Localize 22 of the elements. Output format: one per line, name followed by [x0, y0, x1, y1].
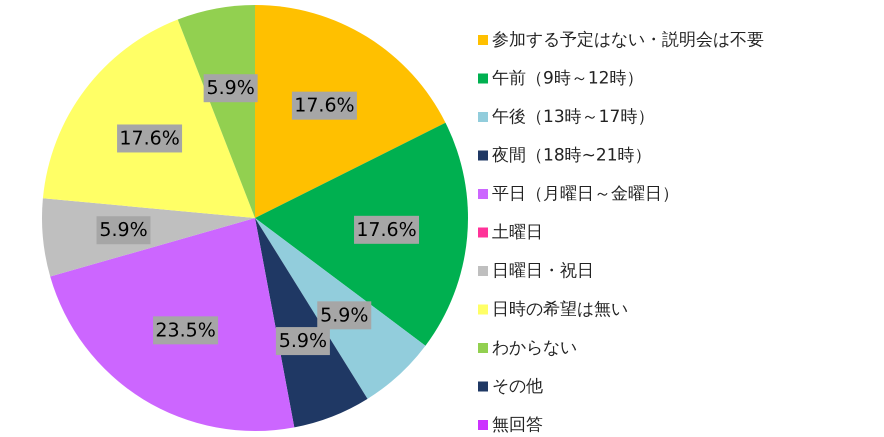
data-label: 5.9%	[278, 330, 328, 352]
data-label: 5.9%	[206, 77, 255, 100]
legend-label: わからない	[492, 338, 577, 358]
legend-label: 午後（13時～17時）	[492, 107, 654, 127]
legend-label: 日時の希望は無い	[492, 300, 628, 320]
legend-label: 無回答	[492, 415, 543, 435]
pie-slice	[255, 122, 468, 346]
data-label: 5.9%	[320, 304, 368, 326]
legend-label: 夜間（18時~21時）	[492, 146, 652, 166]
pie-slice	[42, 20, 255, 218]
data-label: 17.6%	[294, 94, 355, 117]
legend-label: 午前（9時～12時）	[492, 68, 644, 88]
data-label: 17.6%	[356, 218, 417, 241]
data-label: 5.9%	[99, 219, 148, 242]
data-label: 23.5%	[155, 319, 216, 342]
legend-label: 平日（月曜日～金曜日）	[492, 184, 679, 204]
legend-label: その他	[492, 376, 543, 396]
pie-slice	[255, 5, 446, 218]
legend-label: 参加する予定はない・説明会は不要	[492, 30, 764, 50]
legend-label: 日曜日・祝日	[492, 261, 594, 281]
legend-label: 土曜日	[492, 222, 543, 242]
data-label: 17.6%	[119, 127, 180, 150]
